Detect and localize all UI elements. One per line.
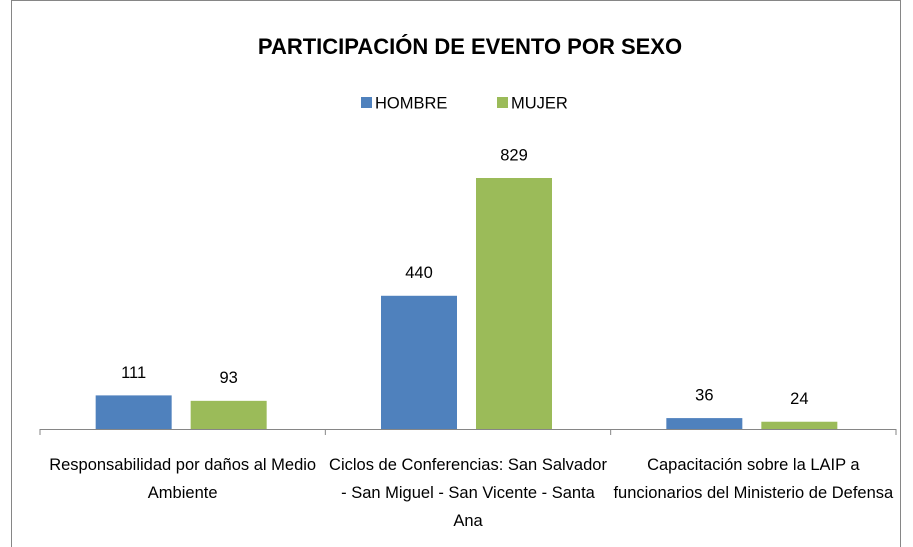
legend-swatch (361, 97, 372, 108)
legend-swatch (497, 97, 508, 108)
bar (95, 395, 172, 429)
data-label: 829 (500, 146, 528, 164)
data-label: 111 (121, 364, 146, 382)
data-label: 36 (695, 386, 713, 404)
chart-title: PARTICIPACIÓN DE EVENTO POR SEXO (258, 34, 682, 59)
bar (761, 421, 838, 429)
x-tick-label: Ciclos de Conferencias: San Salvador - S… (329, 456, 607, 530)
x-tick-label: Capacitación sobre la LAIP a funcionario… (613, 456, 894, 502)
bar (190, 400, 267, 429)
bar (666, 418, 743, 429)
data-label: 93 (219, 369, 237, 387)
chart-frame (11, 0, 901, 547)
data-label: 440 (405, 264, 433, 282)
bar (381, 295, 457, 429)
data-label: 24 (790, 390, 808, 408)
x-tick-label: Responsabilidad por daños al Medio Ambie… (49, 456, 317, 502)
bar (476, 178, 552, 429)
legend-label: HOMBRE (375, 94, 447, 112)
legend-label: MUJER (511, 94, 568, 112)
